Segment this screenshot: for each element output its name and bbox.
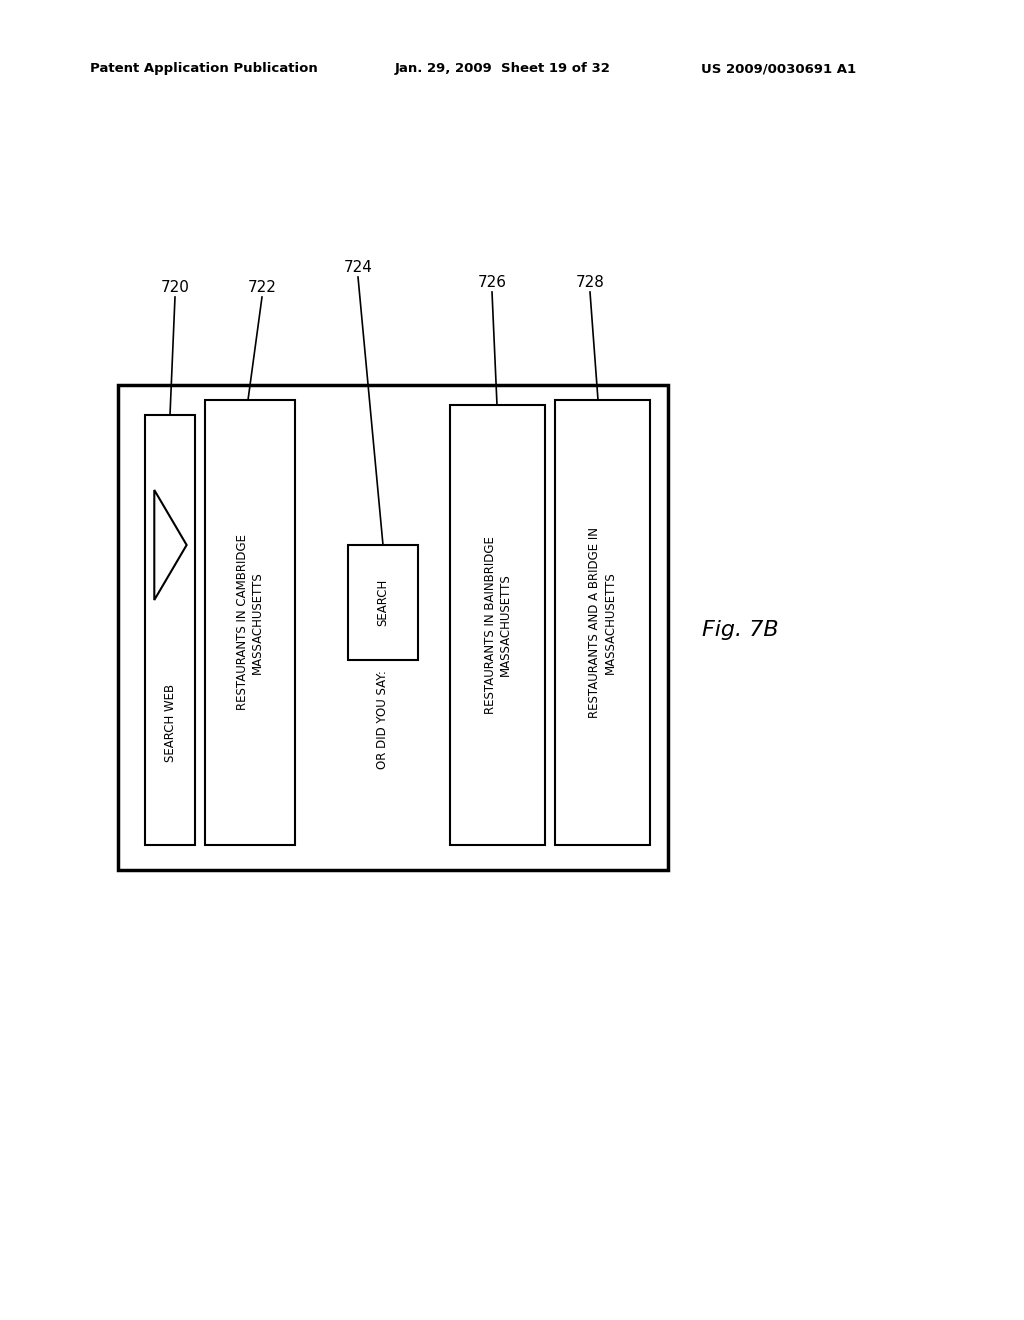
Bar <box>118 385 668 870</box>
Text: OR DID YOU SAY:: OR DID YOU SAY: <box>377 671 389 768</box>
Text: Patent Application Publication: Patent Application Publication <box>90 62 317 75</box>
Bar <box>348 545 418 660</box>
Text: SEARCH: SEARCH <box>377 579 389 626</box>
Text: US 2009/0030691 A1: US 2009/0030691 A1 <box>701 62 856 75</box>
Text: RESTAURANTS AND A BRIDGE IN
MASSACHUSETTS: RESTAURANTS AND A BRIDGE IN MASSACHUSETT… <box>589 527 616 718</box>
Text: 726: 726 <box>477 275 507 290</box>
Text: 720: 720 <box>161 280 189 294</box>
Bar <box>555 400 650 845</box>
Bar <box>450 405 545 845</box>
Bar <box>205 400 295 845</box>
Text: 724: 724 <box>344 260 373 275</box>
Bar <box>145 414 195 845</box>
Text: 728: 728 <box>575 275 604 290</box>
Text: RESTAURANTS IN BAINBRIDGE
MASSACHUSETTS: RESTAURANTS IN BAINBRIDGE MASSACHUSETTS <box>483 536 512 714</box>
Text: SEARCH WEB: SEARCH WEB <box>164 684 176 762</box>
Text: Fig. 7B: Fig. 7B <box>701 620 778 640</box>
Text: 722: 722 <box>248 280 276 294</box>
Text: RESTAURANTS IN CAMBRIDGE
MASSACHUSETTS: RESTAURANTS IN CAMBRIDGE MASSACHUSETTS <box>236 535 264 710</box>
Text: Jan. 29, 2009  Sheet 19 of 32: Jan. 29, 2009 Sheet 19 of 32 <box>394 62 610 75</box>
